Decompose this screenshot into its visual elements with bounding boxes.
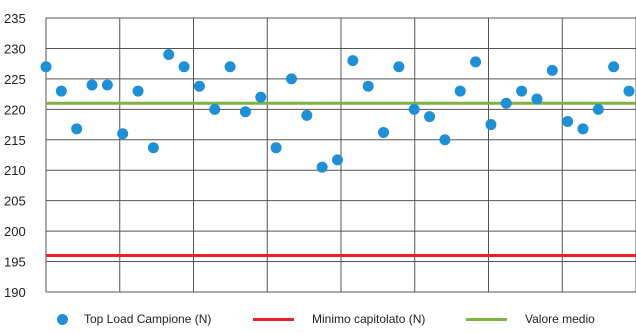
data-point xyxy=(178,61,190,73)
data-point xyxy=(316,161,328,173)
data-point xyxy=(454,85,466,97)
data-point xyxy=(500,97,512,109)
y-tick-label: 220 xyxy=(4,102,26,117)
data-point xyxy=(362,80,374,92)
data-point xyxy=(71,123,83,135)
data-point xyxy=(270,142,282,154)
data-point xyxy=(193,80,205,92)
data-point xyxy=(378,126,390,138)
legend-label-top-load: Top Load Campione (N) xyxy=(84,312,212,326)
legend-swatch-top-load xyxy=(57,313,68,325)
data-point xyxy=(163,49,175,61)
data-point xyxy=(485,119,497,131)
data-point xyxy=(531,93,543,105)
data-point xyxy=(516,85,528,97)
legend-item-top-load: Top Load Campione (N) xyxy=(57,312,211,326)
data-point xyxy=(347,55,359,67)
data-point xyxy=(408,103,420,115)
data-point xyxy=(623,85,635,97)
data-point xyxy=(209,103,221,115)
data-point xyxy=(255,91,267,103)
y-tick-label: 205 xyxy=(4,194,26,209)
data-point xyxy=(439,134,451,146)
data-point xyxy=(285,73,297,85)
y-tick-label: 190 xyxy=(4,285,26,300)
data-point xyxy=(577,123,589,135)
data-point xyxy=(393,61,405,73)
data-point xyxy=(470,56,482,68)
data-point xyxy=(592,103,604,115)
chart-legend: Top Load Campione (N) Minimo capitolato … xyxy=(0,309,636,333)
data-point xyxy=(608,61,620,73)
data-point xyxy=(40,61,52,73)
data-point xyxy=(147,142,159,154)
y-tick-label: 200 xyxy=(4,224,26,239)
data-point xyxy=(301,109,313,121)
y-tick-label: 235 xyxy=(4,11,26,26)
y-tick-label: 210 xyxy=(4,163,26,178)
data-point xyxy=(55,85,67,97)
data-point xyxy=(117,128,129,140)
y-tick-label: 225 xyxy=(4,72,26,87)
y-tick-label: 195 xyxy=(4,255,26,270)
chart-plot: 235 230 225 220 215 210 205 200 195 190 xyxy=(4,11,636,300)
y-tick-label: 230 xyxy=(4,41,26,56)
legend-swatch-minimo xyxy=(253,317,294,321)
data-point xyxy=(332,154,343,166)
data-point xyxy=(239,106,251,118)
data-point xyxy=(562,116,574,128)
data-point xyxy=(546,64,558,76)
data-point xyxy=(424,111,436,123)
legend-label-minimo: Minimo capitolato (N) xyxy=(312,312,426,326)
legend-item-minimo: Minimo capitolato (N) xyxy=(253,312,425,326)
y-tick-label: 215 xyxy=(4,133,26,148)
data-point xyxy=(132,85,144,97)
data-point xyxy=(86,79,98,91)
data-point xyxy=(224,61,236,73)
legend-item-valore-medio: Valore medio xyxy=(466,312,595,326)
legend-label-valore-medio: Valore medio xyxy=(525,312,595,326)
legend-swatch-valore-medio xyxy=(466,317,507,321)
data-point xyxy=(101,79,113,91)
